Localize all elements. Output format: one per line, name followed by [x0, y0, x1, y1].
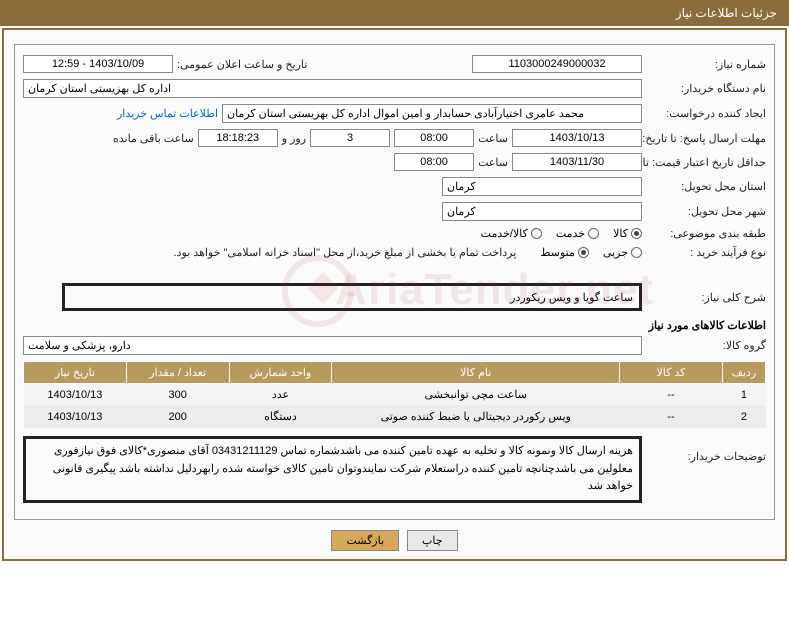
buyer-notes-box: هزینه ارسال کالا ونمونه کالا و تخلیه به …	[23, 436, 642, 503]
print-button[interactable]: چاپ	[407, 530, 458, 551]
table-cell: 1	[722, 384, 765, 406]
need-number-field: 1103000249000032	[472, 55, 642, 73]
table-cell: 2	[722, 406, 765, 428]
days-suffix: روز و	[282, 132, 306, 145]
table-cell: --	[620, 406, 723, 428]
radio-option[interactable]: کالا	[613, 227, 642, 240]
description-text: ساعت گویا و ویس ریکوردر	[510, 291, 633, 304]
table-cell: عدد	[229, 384, 332, 406]
radio-icon	[631, 228, 642, 239]
process-radio-group: جزیی متوسط	[540, 246, 642, 259]
delivery-province-label: استان محل تحویل:	[646, 180, 766, 193]
validity-label: حداقل تاریخ اعتبار قیمت: تا تاریخ:	[646, 156, 766, 169]
table-cell: 200	[126, 406, 229, 428]
buyer-org-label: نام دستگاه خریدار:	[646, 82, 766, 95]
contact-link[interactable]: اطلاعات تماس خریدار	[117, 107, 218, 120]
description-label: شرح کلی نیاز:	[646, 291, 766, 304]
radio-icon	[588, 228, 599, 239]
table-cell: ویس رکوردر دیجیتالی یا ضبط کننده صوتی	[332, 406, 620, 428]
radio-option[interactable]: کالا/خدمت	[481, 227, 542, 240]
th-unit: واحد شمارش	[229, 362, 332, 384]
radio-label: خدمت	[556, 227, 585, 240]
radio-label: کالا/خدمت	[481, 227, 528, 240]
announce-field: 1403/10/09 - 12:59	[23, 55, 173, 73]
radio-icon	[531, 228, 542, 239]
row-description: شرح کلی نیاز: ساعت گویا و ویس ریکوردر	[23, 283, 766, 311]
row-need-number: شماره نیاز: 1103000249000032 تاریخ و ساع…	[23, 55, 766, 73]
category-radio-group: کالا خدمت کالا/خدمت	[481, 227, 642, 240]
row-deadline: مهلت ارسال پاسخ: تا تاریخ: 1403/10/13 سا…	[23, 129, 766, 147]
row-validity: حداقل تاریخ اعتبار قیمت: تا تاریخ: 1403/…	[23, 153, 766, 171]
buyer-notes-text: هزینه ارسال کالا ونمونه کالا و تخلیه به …	[53, 445, 633, 492]
need-number-label: شماره نیاز:	[646, 58, 766, 71]
th-code: کد کالا	[620, 362, 723, 384]
table-cell: ساعت مچی توانبخشی	[332, 384, 620, 406]
radio-label: متوسط	[540, 246, 575, 259]
validity-time-label: ساعت	[478, 156, 508, 169]
table-row: 1--ساعت مچی توانبخشیعدد3001403/10/13	[24, 384, 766, 406]
radio-icon	[578, 247, 589, 258]
delivery-city-field: کرمان	[442, 202, 642, 221]
delivery-city-label: شهر محل تحویل:	[646, 205, 766, 218]
form-panel: AriaTender.net شماره نیاز: 1103000249000…	[14, 44, 775, 520]
outer-frame: AriaTender.net شماره نیاز: 1103000249000…	[2, 28, 787, 561]
validity-date-field: 1403/11/30	[512, 153, 642, 171]
radio-option[interactable]: جزیی	[603, 246, 642, 259]
th-row: ردیف	[722, 362, 765, 384]
radio-icon	[631, 247, 642, 258]
table-cell: 1403/10/13	[24, 406, 127, 428]
row-goods-group: گروه کالا: دارو، پزشکی و سلامت	[23, 336, 766, 355]
remaining-label: ساعت باقی مانده	[113, 132, 194, 145]
radio-option[interactable]: خدمت	[556, 227, 599, 240]
process-note: پرداخت تمام یا بخشی از مبلغ خرید،از محل …	[174, 246, 517, 259]
page-header: جزئیات اطلاعات نیاز	[0, 0, 789, 26]
row-category: طبقه بندی موضوعی: کالا خدمت کالا/خدمت	[23, 227, 766, 240]
requester-label: ایجاد کننده درخواست:	[646, 107, 766, 120]
row-buyer-notes: توضیحات خریدار: هزینه ارسال کالا ونمونه …	[23, 436, 766, 503]
table-cell: دستگاه	[229, 406, 332, 428]
goods-group-field: دارو، پزشکی و سلامت	[23, 336, 642, 355]
back-button[interactable]: بازگشت	[331, 530, 399, 551]
radio-option[interactable]: متوسط	[540, 246, 589, 259]
buyer-notes-label: توضیحات خریدار:	[646, 436, 766, 463]
deadline-date-field: 1403/10/13	[512, 129, 642, 147]
requester-field: محمد عامری اختیارآبادی حسابدار و امین ام…	[222, 104, 642, 123]
table-cell: 300	[126, 384, 229, 406]
goods-table: ردیف کد کالا نام کالا واحد شمارش تعداد /…	[23, 361, 766, 428]
goods-section-title: اطلاعات کالاهای مورد نیاز	[23, 319, 766, 332]
page-title: جزئیات اطلاعات نیاز	[676, 6, 777, 20]
table-row: 2--ویس رکوردر دیجیتالی یا ضبط کننده صوتی…	[24, 406, 766, 428]
category-label: طبقه بندی موضوعی:	[646, 227, 766, 240]
row-process: نوع فرآیند خرید : جزیی متوسط پرداخت تمام …	[23, 246, 766, 259]
deadline-time-label: ساعت	[478, 132, 508, 145]
process-label: نوع فرآیند خرید :	[646, 246, 766, 259]
deadline-time-field: 08:00	[394, 129, 474, 147]
th-name: نام کالا	[332, 362, 620, 384]
remaining-time-field: 18:18:23	[198, 129, 278, 147]
row-province: استان محل تحویل: کرمان	[23, 177, 766, 196]
announce-label: تاریخ و ساعت اعلان عمومی:	[177, 58, 307, 71]
radio-label: جزیی	[603, 246, 628, 259]
table-cell: --	[620, 384, 723, 406]
deadline-label: مهلت ارسال پاسخ: تا تاریخ:	[646, 132, 766, 145]
row-buyer-org: نام دستگاه خریدار: اداره کل بهزیستی استا…	[23, 79, 766, 98]
th-qty: تعداد / مقدار	[126, 362, 229, 384]
radio-label: کالا	[613, 227, 628, 240]
row-requester: ایجاد کننده درخواست: محمد عامری اختیارآب…	[23, 104, 766, 123]
table-cell: 1403/10/13	[24, 384, 127, 406]
row-city: شهر محل تحویل: کرمان	[23, 202, 766, 221]
buyer-org-field: اداره کل بهزیستی استان کرمان	[23, 79, 642, 98]
description-box: ساعت گویا و ویس ریکوردر	[62, 283, 642, 311]
th-date: تاریخ نیاز	[24, 362, 127, 384]
goods-group-label: گروه کالا:	[646, 339, 766, 352]
button-bar: چاپ بازگشت	[14, 530, 775, 551]
delivery-province-field: کرمان	[442, 177, 642, 196]
days-field: 3	[310, 129, 390, 147]
validity-time-field: 08:00	[394, 153, 474, 171]
